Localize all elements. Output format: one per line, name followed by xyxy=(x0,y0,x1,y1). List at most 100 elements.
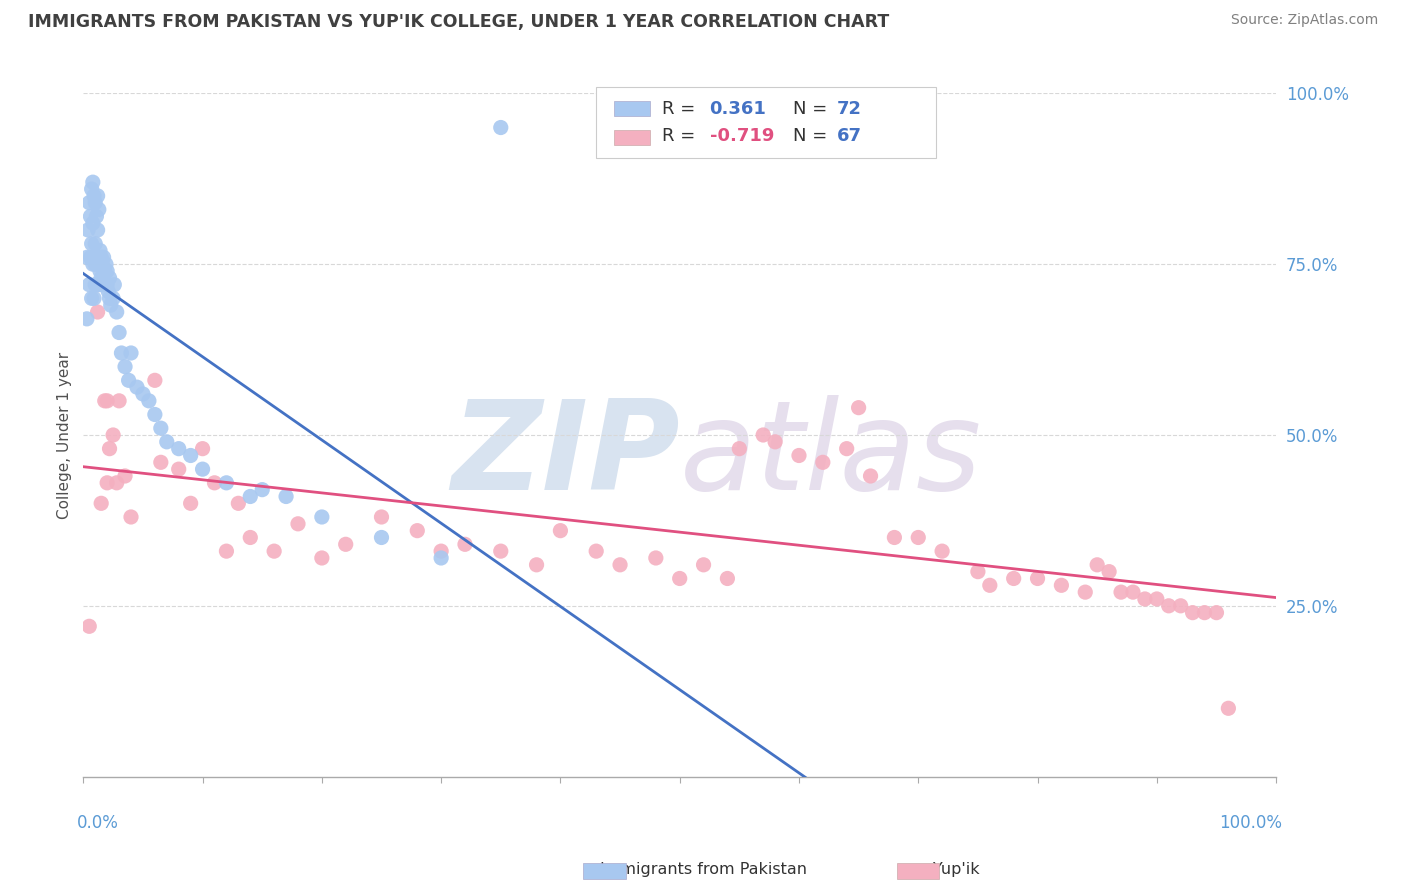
Point xyxy=(79,251,101,265)
Y-axis label: College, Under 1 year: College, Under 1 year xyxy=(58,351,72,518)
Point xyxy=(1122,585,1144,599)
Point xyxy=(86,251,108,265)
Point xyxy=(98,442,121,456)
Point xyxy=(77,223,100,237)
Point xyxy=(84,277,107,292)
Point xyxy=(77,195,100,210)
Point xyxy=(526,558,548,572)
Point xyxy=(101,428,124,442)
Point xyxy=(1109,585,1132,599)
Point xyxy=(80,182,103,196)
Point xyxy=(191,462,214,476)
Point xyxy=(98,270,121,285)
Point xyxy=(96,264,118,278)
Point xyxy=(489,544,512,558)
Point xyxy=(76,251,98,265)
Point xyxy=(96,393,118,408)
Point xyxy=(96,475,118,490)
Point xyxy=(370,531,392,545)
Point xyxy=(90,270,112,285)
Point xyxy=(105,475,128,490)
Point xyxy=(215,544,238,558)
Point xyxy=(125,380,148,394)
Point xyxy=(83,291,105,305)
Point xyxy=(1218,701,1240,715)
Point xyxy=(84,236,107,251)
Point xyxy=(1074,585,1097,599)
Text: Immigrants from Pakistan: Immigrants from Pakistan xyxy=(599,863,807,877)
Point xyxy=(907,531,929,545)
Point xyxy=(94,277,117,292)
Text: 0.361: 0.361 xyxy=(710,100,766,118)
Point xyxy=(204,475,226,490)
Point xyxy=(692,558,714,572)
Point xyxy=(848,401,870,415)
Point xyxy=(120,510,142,524)
Text: atlas: atlas xyxy=(679,395,981,516)
Point xyxy=(117,373,139,387)
Point xyxy=(263,544,285,558)
Point xyxy=(94,264,117,278)
Point xyxy=(180,496,202,510)
Point xyxy=(97,285,120,299)
Point xyxy=(93,251,115,265)
Point xyxy=(93,270,115,285)
Text: N =: N = xyxy=(793,100,832,118)
Point xyxy=(191,442,214,456)
Point xyxy=(1133,591,1156,606)
Text: IMMIGRANTS FROM PAKISTAN VS YUP'IK COLLEGE, UNDER 1 YEAR CORRELATION CHART: IMMIGRANTS FROM PAKISTAN VS YUP'IK COLLE… xyxy=(28,13,890,31)
Point xyxy=(101,291,124,305)
Point xyxy=(149,455,172,469)
Point xyxy=(550,524,572,538)
Point xyxy=(86,189,108,203)
Point xyxy=(80,291,103,305)
Point xyxy=(609,558,631,572)
Point xyxy=(77,277,100,292)
Point xyxy=(77,619,100,633)
Point xyxy=(835,442,858,456)
FancyBboxPatch shape xyxy=(596,87,936,158)
Point xyxy=(98,291,121,305)
Point xyxy=(1050,578,1073,592)
Point xyxy=(105,305,128,319)
Point xyxy=(180,449,202,463)
Point xyxy=(430,551,453,566)
Point xyxy=(143,408,166,422)
FancyBboxPatch shape xyxy=(614,101,650,116)
Point xyxy=(120,346,142,360)
Point xyxy=(86,223,108,237)
Point xyxy=(454,537,477,551)
Point xyxy=(1181,606,1204,620)
Point xyxy=(90,251,112,265)
Point xyxy=(138,393,160,408)
FancyBboxPatch shape xyxy=(614,129,650,145)
Point xyxy=(94,393,117,408)
Text: 67: 67 xyxy=(837,128,862,145)
Point xyxy=(87,202,110,217)
Point xyxy=(644,551,666,566)
Point xyxy=(1205,606,1227,620)
Text: Yup'ik: Yup'ik xyxy=(932,863,980,877)
Point xyxy=(100,298,122,312)
Point xyxy=(103,277,125,292)
Point xyxy=(91,277,114,292)
Point xyxy=(132,387,155,401)
Point xyxy=(716,572,738,586)
Point xyxy=(82,257,104,271)
Point xyxy=(430,544,453,558)
Text: ZIP: ZIP xyxy=(451,395,679,516)
Point xyxy=(274,490,297,504)
Point xyxy=(79,210,101,224)
Text: R =: R = xyxy=(662,100,700,118)
Point xyxy=(883,531,905,545)
Point xyxy=(167,442,190,456)
Point xyxy=(979,578,1001,592)
Point xyxy=(228,496,250,510)
Point xyxy=(1157,599,1180,613)
Point xyxy=(94,257,117,271)
Point xyxy=(1194,606,1216,620)
Point xyxy=(311,551,333,566)
Point xyxy=(287,516,309,531)
Point xyxy=(489,120,512,135)
Point xyxy=(668,572,690,586)
